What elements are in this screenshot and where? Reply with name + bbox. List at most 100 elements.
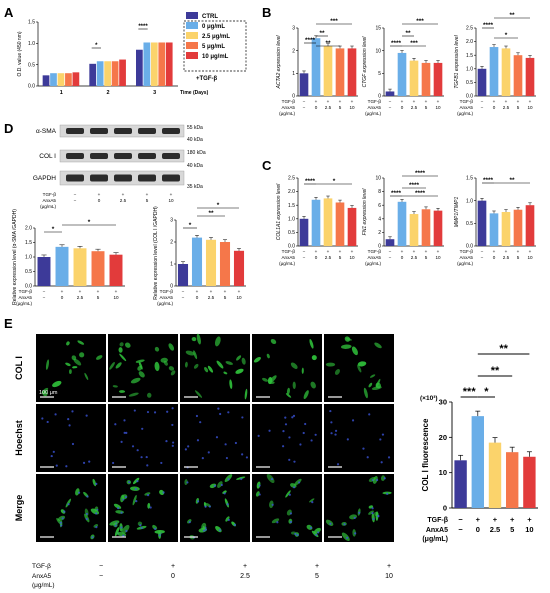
sig-label: ****	[391, 190, 402, 197]
tgf-value: +	[122, 192, 125, 197]
blue-nucleus	[196, 500, 200, 503]
blue-nucleus	[362, 447, 365, 450]
blue-nucleus	[125, 431, 128, 434]
blue-nucleus	[114, 423, 117, 426]
blue-nucleus	[219, 412, 222, 416]
anx-value: 10	[527, 105, 533, 110]
micrograph-tile	[252, 404, 322, 472]
anx-value: 5	[517, 255, 520, 260]
green-cell	[194, 390, 203, 398]
green-cell	[69, 369, 72, 375]
blue-nucleus	[95, 512, 98, 515]
y-axis-label: COL Ⅰ fluorescence	[421, 418, 430, 491]
bar	[525, 57, 535, 96]
bar	[119, 59, 126, 86]
tgf-label: TGF-β	[43, 192, 57, 197]
blue-nucleus	[234, 441, 238, 445]
blue-nucleus	[196, 439, 200, 442]
green-cell	[214, 336, 221, 347]
unit-label: (μg/mL)	[32, 582, 55, 589]
blot-band	[90, 174, 108, 182]
anx-value: 10	[113, 295, 119, 300]
bar	[385, 239, 395, 246]
tgf-value: +	[115, 289, 118, 294]
bar	[323, 198, 333, 246]
blue-nucleus	[162, 491, 165, 494]
bar	[397, 52, 407, 96]
green-cell	[225, 361, 233, 365]
blot-band	[138, 128, 156, 134]
bar	[143, 42, 151, 86]
y-tick-label: 0.0	[25, 284, 32, 290]
tgf-value: +	[387, 563, 391, 570]
green-cell	[75, 488, 80, 496]
blot-band	[162, 153, 180, 159]
blue-nucleus	[135, 500, 138, 503]
blue-nucleus	[171, 407, 174, 410]
sig-label: *	[505, 32, 508, 39]
green-cell	[224, 474, 233, 483]
tgf-value: +	[517, 249, 520, 254]
green-cell	[271, 518, 280, 524]
green-cell	[375, 378, 381, 388]
unit-label: (μg/mL)	[457, 111, 473, 116]
chart-a: 0.0 0.5 1.0 1.5 O.D. value (450 nm) 1 2 3 Time (…	[17, 20, 209, 96]
green-cell	[368, 510, 374, 515]
tgf-value: +	[413, 99, 416, 104]
blue-nucleus	[60, 524, 63, 527]
bar	[525, 205, 535, 246]
legend-swatch	[186, 52, 198, 59]
blot-label: α-SMA	[36, 128, 57, 135]
green-cell	[357, 364, 362, 373]
blue-nucleus	[376, 478, 379, 482]
blue-nucleus	[227, 518, 230, 522]
y-tick-label: 1.5	[466, 176, 473, 182]
blue-nucleus	[133, 409, 136, 412]
tgf-value: +	[315, 563, 319, 570]
y-tick-label: 15	[375, 26, 381, 32]
blue-nucleus	[386, 492, 389, 495]
blue-nucleus	[371, 512, 374, 515]
panel-letter-e: E	[4, 316, 13, 331]
sig-label: ****	[483, 177, 494, 184]
tgf-value: +	[351, 99, 354, 104]
green-cell	[42, 390, 48, 397]
blue-nucleus	[220, 483, 223, 487]
green-cell	[184, 479, 188, 486]
green-cell	[45, 359, 50, 370]
green-cell	[112, 385, 118, 388]
blue-nucleus	[71, 442, 75, 446]
green-cell	[310, 381, 316, 389]
tgf-value: +	[339, 99, 342, 104]
green-cell	[255, 491, 260, 497]
tgf-label: TGF-β	[282, 99, 296, 104]
y-tick-label: 2.0	[466, 39, 473, 45]
sig-label: **	[319, 30, 325, 37]
y-axis-label: ACTA2 expression level	[276, 35, 282, 90]
y-tick-label: 0	[378, 244, 381, 250]
bar	[477, 200, 487, 246]
green-cell	[285, 393, 292, 398]
blue-nucleus	[208, 505, 211, 508]
green-cell	[144, 492, 151, 496]
green-cell	[309, 498, 315, 503]
anx-value: 10	[236, 295, 242, 300]
anx-label: AnxA5	[18, 295, 32, 300]
sig-label: *	[189, 222, 192, 229]
sig-label: ****	[305, 37, 316, 44]
bar	[513, 209, 523, 246]
micrograph-tile	[252, 334, 322, 402]
green-cell	[84, 372, 89, 380]
blue-nucleus	[124, 495, 127, 499]
row-label: Hoechst	[14, 420, 24, 456]
sig-label: ***	[463, 386, 477, 398]
bar	[91, 251, 105, 286]
blue-nucleus	[41, 417, 44, 420]
blue-nucleus	[215, 436, 219, 439]
blue-nucleus	[329, 409, 332, 413]
y-axis-label: Relative expression level (COL I /GAPDH)	[153, 206, 159, 300]
y-tick-label: 1.5	[288, 203, 295, 209]
anx-value: 2.5	[503, 255, 510, 260]
green-cell	[121, 524, 130, 534]
